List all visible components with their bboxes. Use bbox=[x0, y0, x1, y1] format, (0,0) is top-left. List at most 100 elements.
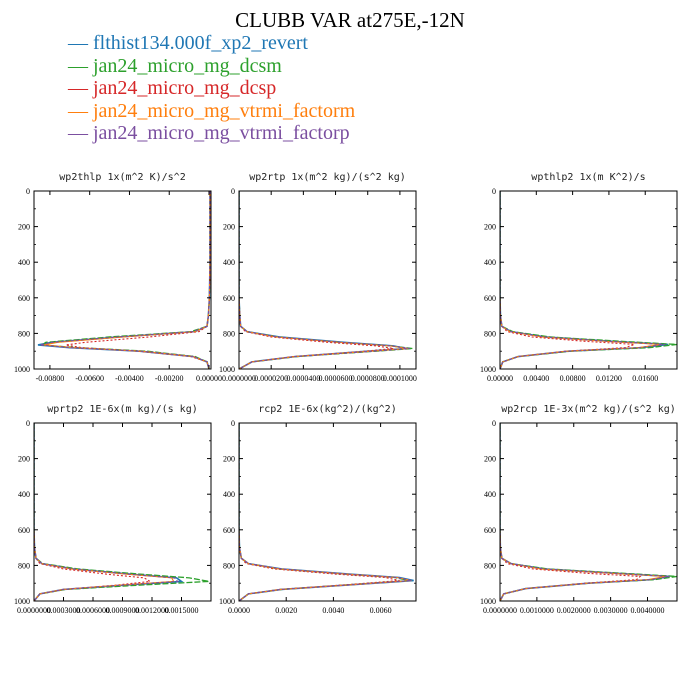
legend-entry: — jan24_micro_mg_dcsm bbox=[68, 55, 355, 78]
series-line bbox=[500, 191, 669, 369]
y-tick-label: 1000 bbox=[480, 597, 496, 606]
x-tick-label: 0.00400 bbox=[523, 374, 549, 383]
x-tick-label: 0.01600 bbox=[632, 374, 658, 383]
series-line bbox=[500, 423, 677, 601]
series-line bbox=[40, 191, 211, 369]
series-line bbox=[65, 191, 211, 369]
y-tick-label: 200 bbox=[223, 223, 235, 232]
y-tick-label: 0 bbox=[231, 419, 235, 428]
y-tick-label: 600 bbox=[484, 294, 496, 303]
x-tick-label: -0.00600 bbox=[75, 374, 104, 383]
y-tick-label: 400 bbox=[223, 258, 235, 267]
y-tick-label: 600 bbox=[18, 294, 30, 303]
series-line bbox=[34, 423, 210, 601]
y-tick-label: 400 bbox=[18, 490, 30, 499]
y-tick-label: 600 bbox=[223, 526, 235, 535]
legend-entry: — jan24_micro_mg_vtrmi_factorm bbox=[68, 100, 355, 123]
x-tick-label: 0.0000000 bbox=[483, 606, 517, 615]
y-tick-label: 1000 bbox=[14, 597, 30, 606]
axis-frame bbox=[33, 422, 212, 602]
series-line bbox=[239, 191, 413, 369]
x-tick-label: -0.00200 bbox=[155, 374, 184, 383]
y-tick-label: 800 bbox=[223, 329, 235, 338]
panel-title: wp2thlp 1x(m^2 K)/s^2 bbox=[59, 172, 185, 183]
legend-label: jan24_micro_mg_dcsp bbox=[93, 77, 277, 99]
y-tick-label: 200 bbox=[18, 455, 30, 464]
panel-title: wp2rtp 1x(m^2 kg)/(s^2 kg) bbox=[249, 172, 406, 183]
y-tick-label: 0 bbox=[492, 187, 496, 196]
y-tick-label: 200 bbox=[223, 455, 235, 464]
x-tick-label: 0.0000400 bbox=[286, 374, 320, 383]
series-line bbox=[239, 423, 412, 601]
y-tick-label: 400 bbox=[18, 258, 30, 267]
y-tick-label: 1000 bbox=[14, 365, 30, 374]
legend-label: jan24_micro_mg_dcsm bbox=[93, 54, 282, 77]
legend-entry: — jan24_micro_mg_vtrmi_factorp bbox=[68, 122, 355, 145]
y-tick-label: 600 bbox=[484, 526, 496, 535]
y-tick-label: 800 bbox=[484, 329, 496, 338]
legend-dash-icon: — bbox=[68, 99, 93, 122]
legend-entry: — jan24_micro_mg_dcsp bbox=[68, 77, 355, 100]
y-tick-label: 400 bbox=[484, 490, 496, 499]
x-tick-label: -0.00800 bbox=[36, 374, 65, 383]
y-tick-label: 0 bbox=[26, 187, 30, 196]
legend-dash-icon: — bbox=[68, 32, 93, 54]
legend-dash-icon: — bbox=[68, 122, 93, 144]
x-tick-label: 0.0000200 bbox=[254, 374, 288, 383]
x-tick-label: -0.00400 bbox=[115, 374, 144, 383]
y-tick-label: 600 bbox=[223, 294, 235, 303]
series-line bbox=[34, 423, 184, 601]
series-line bbox=[239, 191, 394, 369]
x-tick-label: 0.0000 bbox=[228, 606, 250, 615]
y-tick-label: 400 bbox=[484, 258, 496, 267]
axis-frame bbox=[238, 422, 417, 602]
y-tick-label: 600 bbox=[18, 526, 30, 535]
x-tick-label: 0.0006000 bbox=[76, 606, 110, 615]
axis-frame bbox=[499, 190, 678, 370]
y-tick-label: 200 bbox=[484, 223, 496, 232]
y-tick-label: 800 bbox=[484, 561, 496, 570]
x-tick-label: 0.0000000 bbox=[17, 606, 51, 615]
y-tick-label: 200 bbox=[484, 455, 496, 464]
x-tick-label: 0.0015000 bbox=[165, 606, 199, 615]
series-line bbox=[239, 423, 410, 601]
legend-entry: — flthist134.000f_xp2_revert bbox=[68, 32, 355, 55]
y-tick-label: 800 bbox=[223, 561, 235, 570]
x-tick-label: 0.0040 bbox=[322, 606, 344, 615]
series-line bbox=[500, 423, 642, 601]
x-tick-label: 0.01200 bbox=[596, 374, 622, 383]
x-tick-label: 0.0040000 bbox=[631, 606, 665, 615]
chart-panel: rcp2 1E-6x(kg^2)/(kg^2) 0 200 400 600 800 1000… bbox=[219, 404, 417, 615]
x-tick-label: 0.0060 bbox=[370, 606, 392, 615]
y-tick-label: 800 bbox=[18, 329, 30, 338]
series-line bbox=[239, 423, 414, 601]
series-line bbox=[239, 423, 412, 601]
y-tick-label: 0 bbox=[26, 419, 30, 428]
y-tick-label: 1000 bbox=[480, 365, 496, 374]
x-tick-label: 0.0030000 bbox=[594, 606, 628, 615]
figure-title: CLUBB VAR at275E,-12N bbox=[235, 8, 465, 32]
legend-dash-icon: — bbox=[68, 54, 93, 77]
legend: — flthist134.000f_xp2_revert — jan24_micr… bbox=[68, 32, 355, 145]
x-tick-label: 0.00000 bbox=[196, 374, 222, 383]
panel-title: rcp2 1E-6x(kg^2)/(kg^2) bbox=[258, 404, 396, 415]
series-line bbox=[239, 191, 410, 369]
x-tick-label: 0.0020 bbox=[275, 606, 297, 615]
panel-title: wp2rcp 1E-3x(m^2 kg)/(s^2 kg) bbox=[501, 404, 676, 415]
legend-dash-icon: — bbox=[68, 77, 93, 99]
y-tick-label: 1000 bbox=[219, 597, 235, 606]
x-tick-label: 0.00000 bbox=[487, 374, 513, 383]
y-tick-label: 1000 bbox=[219, 365, 235, 374]
x-tick-label: 0.0000600 bbox=[319, 374, 353, 383]
y-tick-label: 200 bbox=[18, 223, 30, 232]
x-tick-label: 0.0001000 bbox=[383, 374, 417, 383]
x-tick-label: 0.0003000 bbox=[47, 606, 81, 615]
legend-label: jan24_micro_mg_vtrmi_factorp bbox=[93, 122, 350, 144]
series-line bbox=[500, 423, 670, 601]
x-tick-label: 0.00800 bbox=[560, 374, 586, 383]
series-line bbox=[239, 423, 400, 601]
series-line bbox=[500, 191, 666, 369]
y-tick-label: 400 bbox=[223, 490, 235, 499]
series-line bbox=[43, 191, 211, 369]
